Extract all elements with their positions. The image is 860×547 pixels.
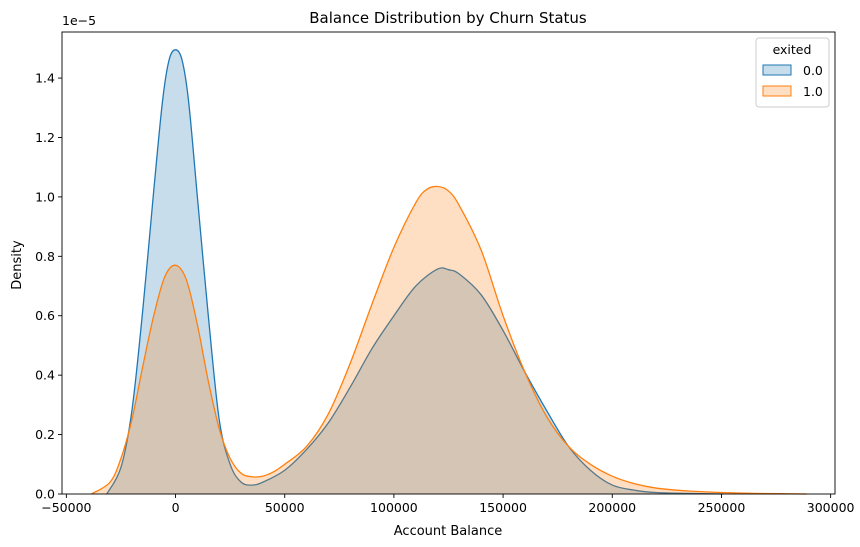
x-tick-label: −50000 (41, 500, 91, 515)
legend-label-1: 1.0 (803, 84, 823, 99)
y-tick-label: 0.8 (35, 249, 55, 264)
y-axis-label: Density (10, 240, 25, 290)
axes-layer: −50000 0 50000 100000 150000 200000 250000 3000… (35, 31, 855, 515)
legend-label-0: 0.0 (803, 63, 823, 78)
legend-swatch-1 (762, 85, 792, 97)
y-scale-label: 1e−5 (62, 13, 96, 28)
legend: exited 0.0 1.0 (755, 37, 830, 108)
legend-frame (755, 37, 830, 108)
x-tick-label: 300000 (807, 500, 855, 515)
y-tick-label: 0.0 (35, 487, 55, 502)
y-tick-label: 0.2 (35, 427, 55, 442)
series-layer (91, 49, 807, 495)
y-tick-label: 1.0 (35, 189, 55, 204)
x-tick-label: 50000 (265, 500, 305, 515)
x-tick-label: 150000 (479, 500, 527, 515)
y-tick-label: 1.4 (35, 71, 55, 86)
plot-frame (61, 31, 836, 495)
series-area-0 (106, 49, 724, 494)
series-area-1 (91, 186, 807, 494)
y-tick-label: 0.4 (35, 368, 55, 383)
y-tick-label: 1.2 (35, 130, 55, 145)
series-line-0 (106, 49, 724, 495)
y-tick-label: 0.6 (35, 308, 55, 323)
x-tick-label: 200000 (588, 500, 636, 515)
x-tick-label: 250000 (698, 500, 746, 515)
x-axis-label: Account Balance (394, 524, 502, 539)
x-tick-label: 0 (172, 500, 180, 515)
chart-title: Balance Distribution by Churn Status (309, 9, 587, 27)
x-tick-label: 100000 (370, 500, 418, 515)
legend-title: exited (773, 42, 812, 57)
legend-swatch-0 (762, 64, 792, 76)
series-line-1 (91, 185, 807, 495)
